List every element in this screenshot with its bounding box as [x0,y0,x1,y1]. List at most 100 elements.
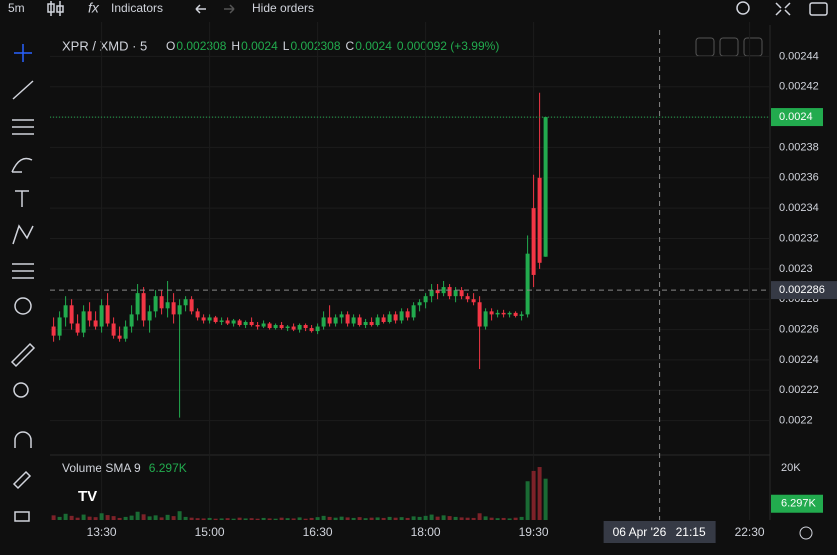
candle-body [423,296,428,303]
volume-bar [453,516,458,520]
candles-icon[interactable] [47,1,64,16]
hide-orders-button[interactable]: Hide orders [252,1,314,15]
legend-key: C [346,39,355,53]
close-button[interactable] [719,37,739,57]
undo-icon[interactable] [195,4,206,14]
volume-bar [207,517,212,520]
pattern-tool[interactable] [12,224,34,245]
zoom-tool[interactable] [13,382,29,398]
volume-bar [57,516,62,520]
candle-body [525,253,530,315]
volume-bar [69,515,74,520]
settings-icon[interactable] [736,1,750,15]
candle-body [537,177,542,263]
candle-body [87,311,92,321]
ruler-tool[interactable] [10,342,36,368]
snapshot-icon[interactable] [809,2,828,16]
volume-bar [543,478,548,520]
volume-bar [351,517,356,520]
candle-body [51,326,56,336]
volume-sma-value: 6.297K [149,461,187,475]
volume-bar [123,516,128,520]
y-tick-label: 0.00242 [779,81,819,93]
volume-bar [183,516,188,520]
candle-body [69,305,74,324]
volume-bar [363,518,368,520]
candle-body [507,312,512,315]
volume-bar [447,516,452,520]
maximize-button[interactable] [743,37,763,57]
candle-body [231,320,236,324]
legend-key: O [166,39,175,53]
volume-bar [327,516,332,520]
crosshair-tool[interactable] [14,44,32,62]
redo-icon[interactable] [224,4,235,14]
pane-buttons [695,37,763,57]
candle-body [411,305,416,318]
volume-bar [147,516,152,520]
magnet-tool[interactable] [14,431,32,448]
volume-bar [483,516,488,520]
logo: TV [78,488,97,505]
text-tool[interactable] [15,190,29,207]
volume-bar [429,514,434,520]
candle-body [117,335,122,339]
brush-tool[interactable] [11,157,33,173]
volume-bar [309,517,314,520]
candle-body [57,317,62,336]
candle-body [75,323,80,333]
volume-bar [339,516,344,520]
candle-body [243,321,248,326]
icon-tool[interactable] [14,297,32,315]
candle-body [291,326,296,330]
last-price-label: 0.0024 [779,111,813,123]
move-down-button[interactable] [695,37,715,57]
x-tick-label: 19:30 [519,525,549,539]
volume-bar [489,517,494,520]
volume-bar [405,517,410,520]
candle-body [393,314,398,321]
indicators-button[interactable]: Indicators [111,1,163,15]
indicators-icon[interactable]: fx [88,0,100,16]
volume-bar [531,470,536,520]
candle-body [513,312,518,316]
volume-bar [381,517,386,520]
candle-body [429,290,434,297]
crosshair-price-tag [771,281,837,300]
candle-body [321,317,326,327]
candle-body [303,325,308,329]
left-toolbar [10,44,36,522]
volume-bar [345,517,350,520]
lock-tool[interactable] [14,511,30,522]
y-tick-label: 0.00234 [779,202,819,214]
y-tick-label: 0.00232 [779,232,819,244]
volume-bar [279,517,284,520]
candle-body [249,321,254,326]
candle-body [99,305,104,327]
legend-change: 0.000092 (+3.99%) [397,39,499,53]
y-tick-label: 0.00236 [779,172,819,184]
candle-body [315,326,320,332]
fib-tool[interactable] [12,119,34,135]
prediction-tool[interactable] [12,263,34,279]
x-tick-label: 13:30 [87,525,117,539]
volume-bar [165,514,170,520]
volume-bar [507,518,512,520]
volume-bar [141,514,146,520]
candle-body [267,323,272,329]
fullscreen-icon[interactable] [775,2,791,16]
y-tick-label: 0.00222 [779,384,819,396]
volume-bar [213,518,218,520]
candle-body [441,287,446,294]
trendline-tool[interactable] [12,80,34,100]
interval-button[interactable]: 5m [8,1,25,15]
candle-body [159,296,164,309]
candle-body [129,314,134,327]
candle-body [369,321,374,326]
grid [50,22,770,520]
volume-bar [81,514,86,520]
volume-bar [315,517,320,520]
volume-bar [219,518,224,520]
draw-mode-tool[interactable] [12,470,32,490]
candle-body [93,320,98,327]
